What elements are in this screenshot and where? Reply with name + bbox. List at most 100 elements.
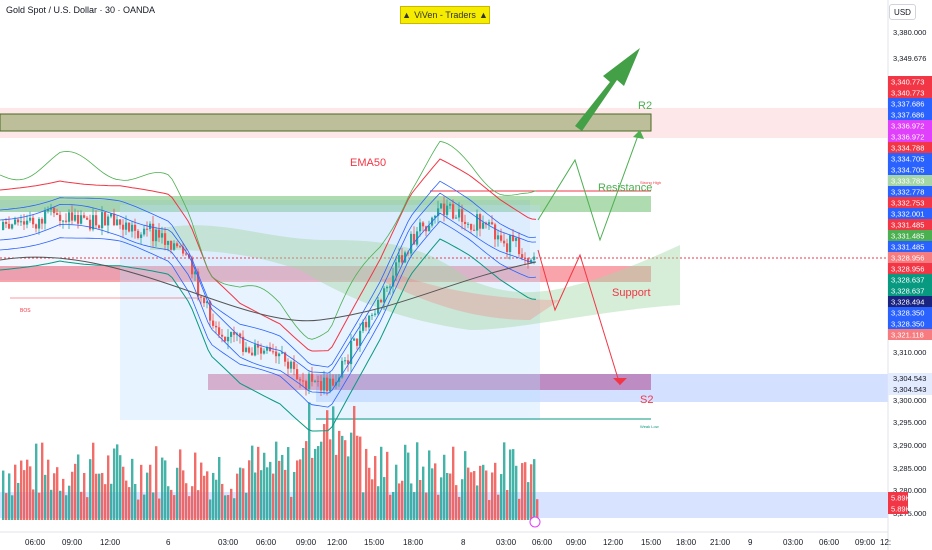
price-label: 3,336.972 [891,122,924,131]
volume-bar [326,410,329,520]
price-label: 3,340.773 [891,78,924,87]
volume-bar [470,472,473,520]
candle-body [230,331,233,337]
annotations: R2 Resistance Support S2 EMA50 Strong Hi… [20,100,661,429]
volume-bar [416,442,419,520]
volume-bar [260,470,263,520]
candle-body [56,213,59,215]
bearish-projection [537,249,621,386]
volume-bar [410,483,413,520]
volume-bar [38,492,41,520]
candle-body [248,347,251,353]
volume-bar [299,459,302,520]
volume-bar [377,486,380,520]
candle-body [521,254,524,259]
r2-label: R2 [638,100,652,112]
candle-body [95,215,98,226]
time-tick: 12:00 [100,538,121,547]
currency-selector[interactable]: USD [889,4,916,20]
volume-bar [194,452,197,520]
volume-bar [206,471,209,520]
price-label-bg [888,164,932,175]
volume-bar [317,446,320,520]
volume-bar [296,460,299,520]
volume-bar [413,492,416,520]
price-tick: 3,285.000 [893,464,926,473]
lower-band-line [0,238,537,432]
volume-bar [176,467,179,520]
indicator-lines [0,140,537,432]
candle-body [437,208,440,216]
candle-body [368,315,371,328]
candle-body [137,230,140,238]
candle-body [380,299,383,303]
volume-bar [92,442,95,520]
candle-body [74,215,77,221]
candle-body [341,360,344,378]
resistance-zone [0,196,651,212]
volume-bar [395,464,398,520]
volume-bars [2,402,539,520]
candle-body [326,377,329,391]
candle-body [284,352,287,362]
price-label-bg [888,263,932,274]
candle-body [176,243,179,247]
volume-bar [425,492,428,520]
time-tick: 06:00 [256,538,277,547]
price-label: 3,321.118 [891,331,924,340]
candle-body [20,221,23,223]
candle-body [293,361,296,370]
volume-bar [5,493,8,520]
volume-bar [221,483,224,520]
candle-body [98,225,101,229]
candle-body [11,224,14,229]
volume-bar [86,497,89,520]
time-tick: 12:00 [327,538,348,547]
projection-lines [537,48,644,386]
candle-body [92,215,95,230]
volume-bar [509,449,512,520]
candle-body [422,222,425,227]
candle-body [308,373,311,390]
ichimoku-cloud-shape [150,225,680,330]
s2-price-label: 3,304.543 [893,374,926,383]
volume-bar [77,454,80,520]
volume-bar [275,441,278,520]
candle-body [269,347,272,352]
volume-bar [359,436,362,520]
candle-body [185,253,188,255]
price-label: 3,334.705 [891,155,924,164]
s2-price-bg [888,384,932,395]
volume-bar [191,486,194,520]
price-label-bg [888,131,932,142]
volume-label-bg [888,492,908,503]
candle-body [143,228,146,235]
candle-body [110,213,113,217]
volume-bar [200,462,203,520]
candle-body [311,373,314,382]
volume-bar [140,464,143,520]
volume-bar [248,460,251,520]
price-tick: 3,290.000 [893,441,926,450]
time-tick: 15:00 [364,538,385,547]
candle-body [101,212,104,229]
candle-body [119,219,122,225]
volume-bar [116,444,119,520]
price-label-bg [888,208,932,219]
indicator-badge[interactable]: ▲ ViVen - Traders ▲ [400,6,490,24]
candle-body [440,203,443,209]
candle-body [524,258,527,260]
volume-bar [473,471,476,520]
candle-body [386,286,389,289]
band-line-blue [0,192,537,374]
price-axis: 3,340.773 3,340.773 3,337.686 3,337.686 3,33… [887,0,932,550]
candle-body [116,219,119,226]
volume-bar [476,485,479,520]
candle-body [266,347,269,351]
support-label: Support [612,287,651,299]
resistance-label: Resistance [598,182,652,194]
time-tick: 18:00 [676,538,697,547]
volume-bar [170,489,173,520]
candle-body [533,256,536,260]
